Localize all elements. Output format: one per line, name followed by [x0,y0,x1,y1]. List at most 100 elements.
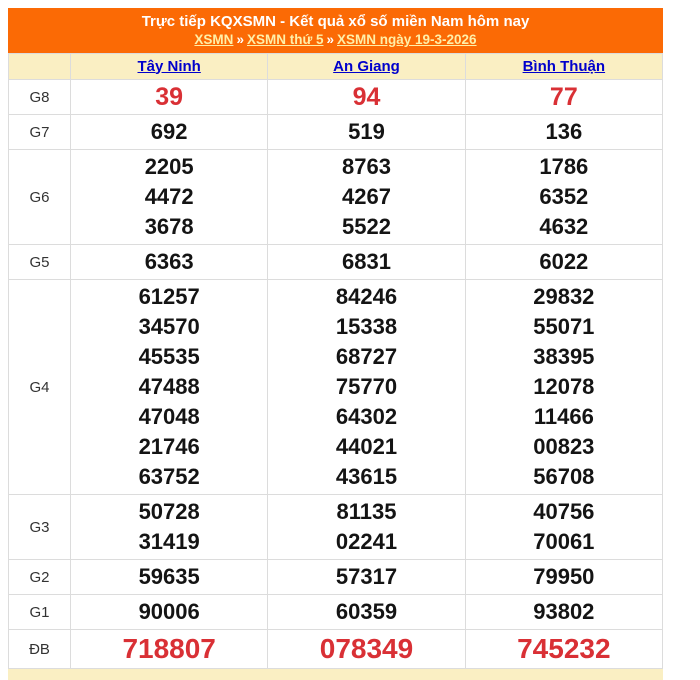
prize-cell: 94 [267,79,466,115]
prize-number: 12078 [533,374,595,399]
prize-number: 29832 [533,284,595,309]
prize-label: G6 [8,149,71,245]
breadcrumb-link[interactable]: XSMN [194,32,234,47]
prize-cell: 718807 [69,629,269,669]
prize-number: 519 [348,119,385,144]
prize-row: ĐB 718807 078349 745232 [8,629,664,669]
prize-label: G5 [8,244,71,280]
prize-number: 11466 [533,404,594,429]
prize-number: 47048 [138,404,200,429]
prize-number: 31419 [138,529,200,554]
prize-row: G4 61257 34570 45535 47488 47048 21746 63752 842… [8,279,664,495]
prize-cell: 6363 [69,244,269,280]
prize-row: G5 6363 6831 6022 [8,244,664,280]
prize-number: 4632 [539,214,589,239]
prize-row: G6 2205 4472 3678 8763 4267 5522 1786 6352 4632 [8,149,664,245]
prize-number: 3678 [144,214,194,239]
prize-number: 56708 [533,464,595,489]
prize-number: 15338 [335,314,398,339]
prize-number: 70061 [533,529,595,554]
prize-number: 38395 [533,344,595,369]
breadcrumb: XSMN» XSMN thứ 5» XSMN ngày 19-3-2026 [8,31,663,49]
prize-number: 47488 [138,374,200,399]
prize-cell: 57317 [267,559,466,595]
prize-cell: 29832 55071 38395 12078 11466 00823 56708 [464,279,664,495]
prize-cell: 84246 15338 68727 75770 64302 44021 43615 [267,279,466,495]
prize-number: 40756 [533,499,595,524]
prize-cell: 692 [69,114,269,150]
prize-number: 63752 [138,464,200,489]
prize-number: 59635 [138,564,200,589]
prize-number: 1786 [539,154,589,179]
prize-cell: 61257 34570 45535 47488 47048 21746 63752 [69,279,269,495]
lottery-results-widget: Trực tiếp KQXSMN - Kết quả xổ số miền Na… [8,8,664,680]
prize-cell: 745232 [464,629,664,669]
prize-number: 34570 [138,314,200,339]
prize-cell: 50728 31419 [69,494,269,560]
prize-number: 94 [352,83,381,111]
prize-number: 50728 [138,499,200,524]
prize-number: 4472 [144,184,194,209]
prize-number: 692 [150,119,188,144]
page-title: Trực tiếp KQXSMN - Kết quả xổ số miền Na… [141,13,530,30]
corner-cell [8,53,71,80]
table-header-row: Tây Ninh An Giang Bình Thuận [8,53,664,80]
prize-cell: 1786 6352 4632 [464,149,664,245]
prize-cell: 078349 [267,629,466,669]
prize-number: 6363 [144,249,194,274]
prize-cell: 6022 [464,244,664,280]
province-link[interactable]: An Giang [333,57,400,75]
prize-number: 078349 [319,633,414,664]
prize-number: 718807 [122,633,216,664]
prize-label: G2 [8,559,71,595]
prize-cell: 39 [69,79,269,115]
prize-cell: 90006 [69,594,269,630]
prize-number: 6022 [539,249,589,274]
prize-row: G7 692 519 136 [8,114,664,150]
prize-number: 79950 [533,564,595,589]
prize-cell: 2205 4472 3678 [69,149,269,245]
prize-cell: 60359 [267,594,466,630]
prize-number: 4267 [342,184,391,209]
breadcrumb-separator: » [326,32,334,47]
breadcrumb-separator: » [236,32,244,47]
province-link[interactable]: Bình Thuận [522,57,606,75]
prize-cell: 8763 4267 5522 [267,149,466,245]
prize-number: 6831 [342,249,391,274]
prize-label: G8 [8,79,71,115]
prize-cell: 59635 [69,559,269,595]
prize-label: G7 [8,114,71,150]
prize-number: 55071 [533,314,595,339]
prize-number: 00823 [533,434,595,459]
breadcrumb-link[interactable]: XSMN ngày 19-3-2026 [337,32,477,47]
results-table-body: G8 39 94 77 G7 692 519 136 G6 2205 4472 3678 8763 426… [8,79,664,669]
prize-number: 90006 [138,599,200,624]
province-header: Tây Ninh [69,53,269,80]
prize-number: 21746 [138,434,200,459]
prize-number: 68727 [335,344,398,369]
prize-number: 39 [155,83,184,111]
prize-cell: 40756 70061 [464,494,664,560]
prize-number: 5522 [342,214,391,239]
prize-label: G4 [8,279,71,495]
prize-number: 64302 [335,404,398,429]
prize-cell: 519 [267,114,466,150]
prize-label: G1 [8,594,71,630]
prize-cell: 79950 [464,559,664,595]
prize-number: 93802 [533,599,595,624]
prize-number: 77 [549,83,578,111]
prize-cell: 136 [464,114,664,150]
province-header: An Giang [267,53,466,80]
prize-number: 60359 [335,599,398,624]
prize-number: 84246 [335,284,398,309]
prize-number: 57317 [335,564,398,589]
prize-row: G1 90006 60359 93802 [8,594,664,630]
prize-number: 75770 [335,374,398,399]
prize-number: 45535 [138,344,200,369]
province-link[interactable]: Tây Ninh [137,57,201,75]
prize-number: 81135 [336,499,397,524]
breadcrumb-link[interactable]: XSMN thứ 5 [246,32,324,47]
prize-row: G2 59635 57317 79950 [8,559,664,595]
widget-header: Trực tiếp KQXSMN - Kết quả xổ số miền Na… [8,8,663,53]
province-header: Bình Thuận [464,53,664,80]
